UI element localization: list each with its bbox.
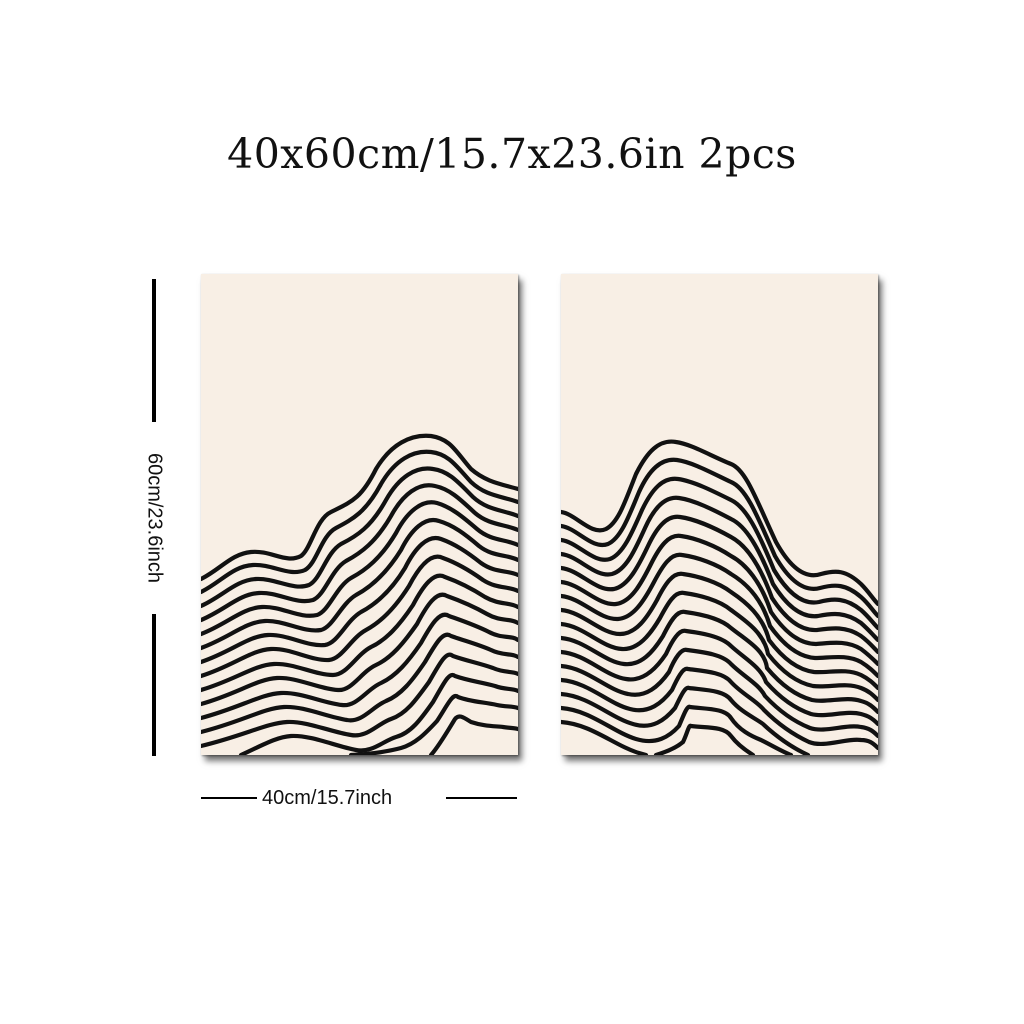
mountain-line-art-left	[201, 433, 518, 755]
width-dimension-label: 40cm/15.7inch	[262, 787, 393, 809]
product-title: 40x60cm/15.7x23.6in 2pcs	[227, 130, 797, 178]
canvas-panel-right	[561, 274, 878, 755]
height-dimension-text: 60cm/23.6inch	[143, 452, 166, 584]
height-dimension-line-top	[152, 279, 156, 422]
canvas-panel-left	[201, 274, 518, 755]
height-dimension-line-bottom	[152, 614, 156, 756]
width-dimension-line-left	[201, 797, 257, 799]
mountain-line-art-right	[561, 439, 878, 755]
width-dimension-line-right	[446, 797, 517, 799]
